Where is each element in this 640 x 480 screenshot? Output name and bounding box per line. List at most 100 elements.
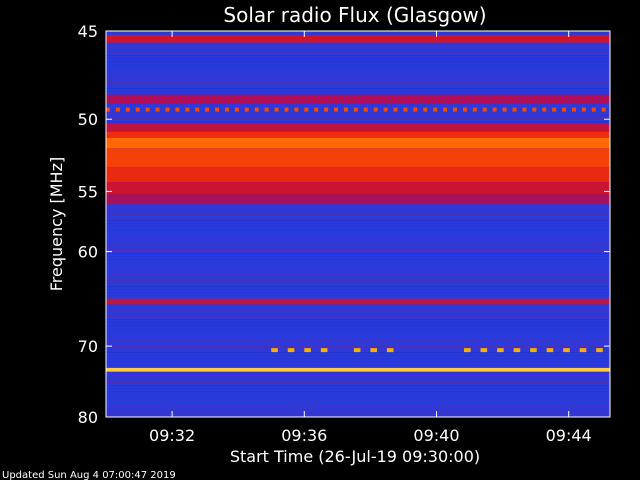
spectrogram-burst-mark: [234, 107, 239, 112]
spectrogram-burst-mark: [274, 107, 279, 112]
spectrogram-texture-row: [106, 121, 610, 123]
spectrogram-burst-mark: [579, 348, 587, 353]
spectrogram-burst-mark: [106, 107, 110, 112]
spectrogram-texture-row: [106, 106, 610, 108]
spectrogram-burst-mark: [304, 348, 311, 353]
spectrogram-burst-mark: [287, 348, 295, 353]
spectrogram-texture-row: [106, 226, 610, 228]
spectrogram-burst-mark: [591, 107, 596, 112]
spectrogram-texture-row: [106, 205, 610, 207]
spectrogram-burst-mark: [370, 348, 378, 353]
spectrogram-texture-row: [106, 304, 610, 306]
spectrogram-texture-row: [106, 322, 610, 324]
x-tick-label: 09:36: [281, 426, 327, 445]
spectrogram-texture-row: [106, 118, 610, 120]
spectrogram-texture-row: [106, 67, 610, 69]
spectrogram-texture-row: [106, 388, 610, 390]
spectrogram-texture-row: [106, 52, 610, 54]
y-tick-label: 50: [78, 110, 98, 129]
spectrogram-texture-row: [106, 364, 610, 366]
spectrogram-texture-row: [106, 211, 610, 213]
spectrogram-burst-mark: [175, 107, 180, 112]
updated-timestamp: Updated Sun Aug 4 07:00:47 2019: [2, 470, 176, 480]
spectrogram-texture-row: [106, 70, 610, 72]
spectrogram-texture-row: [106, 346, 610, 348]
spectrogram-band: [106, 131, 610, 138]
spectrogram-texture-row: [106, 361, 610, 363]
spectrogram-burst-mark: [363, 107, 368, 112]
spectrogram-texture-row: [106, 283, 610, 285]
spectrogram-burst-mark: [135, 107, 140, 112]
spectrogram-burst-mark: [125, 107, 130, 112]
spectrogram-burst-mark: [324, 107, 329, 112]
spectrogram-texture-row: [106, 268, 610, 270]
y-tick-label: 45: [78, 22, 98, 41]
x-axis-title: Start Time (26-Jul-19 09:30:00): [230, 447, 480, 466]
spectrogram-texture-row: [106, 295, 610, 297]
spectrogram-burst-mark: [433, 107, 438, 112]
spectrogram-texture-row: [106, 88, 610, 90]
spectrogram-burst-mark: [522, 107, 527, 112]
spectrogram-texture-row: [106, 91, 610, 93]
spectrogram-burst-mark: [542, 107, 547, 112]
spectrogram-texture-row: [106, 73, 610, 75]
spectrogram-burst-mark: [464, 348, 471, 353]
spectrogram-texture-row: [106, 85, 610, 87]
spectrogram-texture-row: [106, 58, 610, 60]
spectrogram-texture-row: [106, 223, 610, 225]
spectrogram-texture-row: [106, 286, 610, 288]
spectrogram-texture-row: [106, 217, 610, 219]
spectrogram-burst-mark: [497, 348, 504, 353]
spectrogram-texture-row: [106, 394, 610, 396]
spectrogram-band: [106, 367, 610, 372]
spectrogram-burst-mark: [284, 107, 289, 112]
spectrogram-texture-row: [106, 334, 610, 336]
spectrogram-texture-row: [106, 61, 610, 63]
spectrogram-burst-mark: [205, 107, 210, 112]
spectrogram-burst-mark: [155, 107, 160, 112]
spectrogram-texture-row: [106, 214, 610, 216]
spectrogram-texture-row: [106, 250, 610, 252]
spectrogram-plot-area: [105, 30, 611, 418]
chart-title: Solar radio Flux (Glasgow): [223, 3, 486, 27]
spectrogram-texture-row: [106, 400, 610, 402]
spectrogram-texture-row: [106, 115, 610, 117]
spectrogram-band: [106, 194, 610, 205]
spectrogram-burst-mark: [386, 348, 394, 353]
spectrogram-texture-row: [106, 337, 610, 339]
spectrogram-band: [106, 298, 610, 305]
spectrogram-burst-mark: [562, 107, 567, 112]
spectrogram-burst-mark: [423, 107, 428, 112]
spectrogram-texture-row: [106, 265, 610, 267]
spectrogram-band: [106, 166, 610, 183]
spectrogram-texture-row: [106, 49, 610, 51]
spectrogram-texture-row: [106, 313, 610, 315]
spectrogram-texture-row: [106, 34, 610, 36]
spectrogram-burst-mark: [304, 107, 309, 112]
spectrogram-texture-row: [106, 277, 610, 279]
spectrogram-texture-row: [106, 352, 610, 354]
spectrogram-texture-row: [106, 397, 610, 399]
spectrogram-burst-mark: [343, 107, 348, 112]
spectrogram-burst-mark: [462, 107, 467, 112]
spectrogram-texture-row: [106, 391, 610, 393]
spectrogram-texture-row: [106, 319, 610, 321]
spectrogram-burst-mark: [185, 107, 190, 112]
spectrogram-burst-mark: [472, 107, 477, 112]
spectrogram-burst-mark: [314, 107, 319, 112]
spectrogram-burst-mark: [530, 348, 537, 353]
spectrogram-texture-row: [106, 94, 610, 96]
spectrogram-texture-row: [106, 43, 610, 45]
spectrogram-burst-mark: [373, 107, 378, 112]
spectrogram-burst-mark: [581, 107, 586, 112]
spectrogram-burst-mark: [393, 107, 398, 112]
spectrogram-texture-row: [106, 64, 610, 66]
spectrogram-burst-mark: [443, 107, 448, 112]
spectrogram-burst-mark: [294, 107, 299, 112]
spectrogram-burst-mark: [492, 107, 497, 112]
spectrogram-burst-mark: [224, 107, 229, 112]
spectrogram-band: [106, 182, 610, 195]
spectrogram-texture-row: [106, 82, 610, 84]
spectrogram-burst-mark: [601, 107, 606, 112]
spectrogram-burst-mark: [145, 107, 150, 112]
